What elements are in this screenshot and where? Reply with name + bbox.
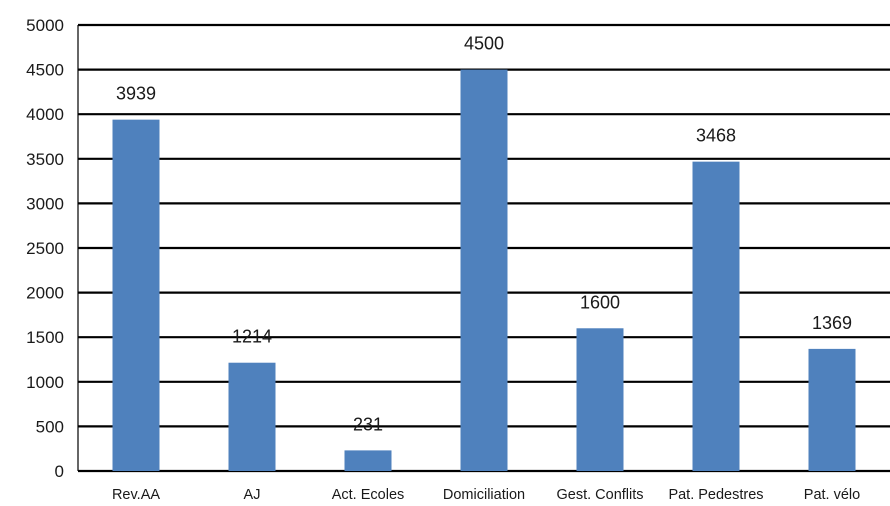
bar-2	[344, 450, 392, 471]
bar-0	[112, 119, 160, 471]
data-label: 3939	[116, 84, 156, 104]
y-axis-tick-labels: 0 500 1000 1500 2000 2500 3000 3500 4000 4500 5000	[26, 16, 64, 481]
x-category-label: Gest. Conflits	[556, 487, 643, 503]
y-tick-label: 4000	[26, 105, 64, 124]
data-labels: 3939 1214 231 4500 1600 3468 1369	[116, 34, 852, 435]
y-tick-label: 3500	[26, 150, 64, 169]
y-tick-label: 5000	[26, 16, 64, 35]
y-tick-label: 3000	[26, 194, 64, 213]
x-category-label: AJ	[244, 487, 261, 503]
data-label: 1369	[812, 313, 852, 333]
x-category-label: Rev.AA	[112, 487, 160, 503]
bar-6	[808, 348, 856, 471]
y-tick-label: 1500	[26, 328, 64, 347]
x-category-label: Pat. Pedestres	[668, 487, 763, 503]
bar-1	[228, 362, 276, 471]
x-category-label: Pat. vélo	[804, 487, 860, 503]
data-label: 1600	[580, 292, 620, 312]
data-label: 1214	[232, 327, 272, 347]
data-label: 4500	[464, 34, 504, 54]
x-axis-category-labels: Rev.AA AJ Act. Ecoles Domiciliation Gest. Co…	[112, 487, 860, 503]
x-category-label: Act. Ecoles	[332, 487, 405, 503]
y-tick-label: 0	[55, 462, 64, 481]
bars	[112, 69, 856, 471]
data-label: 231	[353, 414, 383, 434]
data-label: 3468	[696, 126, 736, 146]
y-tick-label: 2000	[26, 284, 64, 303]
y-tick-label: 500	[36, 417, 64, 436]
bar-3	[460, 69, 508, 471]
x-category-label: Domiciliation	[443, 487, 525, 503]
bar-5	[692, 161, 740, 471]
y-tick-label: 4500	[26, 61, 64, 80]
bar-4	[576, 328, 624, 471]
y-tick-label: 2500	[26, 239, 64, 258]
y-tick-label: 1000	[26, 373, 64, 392]
